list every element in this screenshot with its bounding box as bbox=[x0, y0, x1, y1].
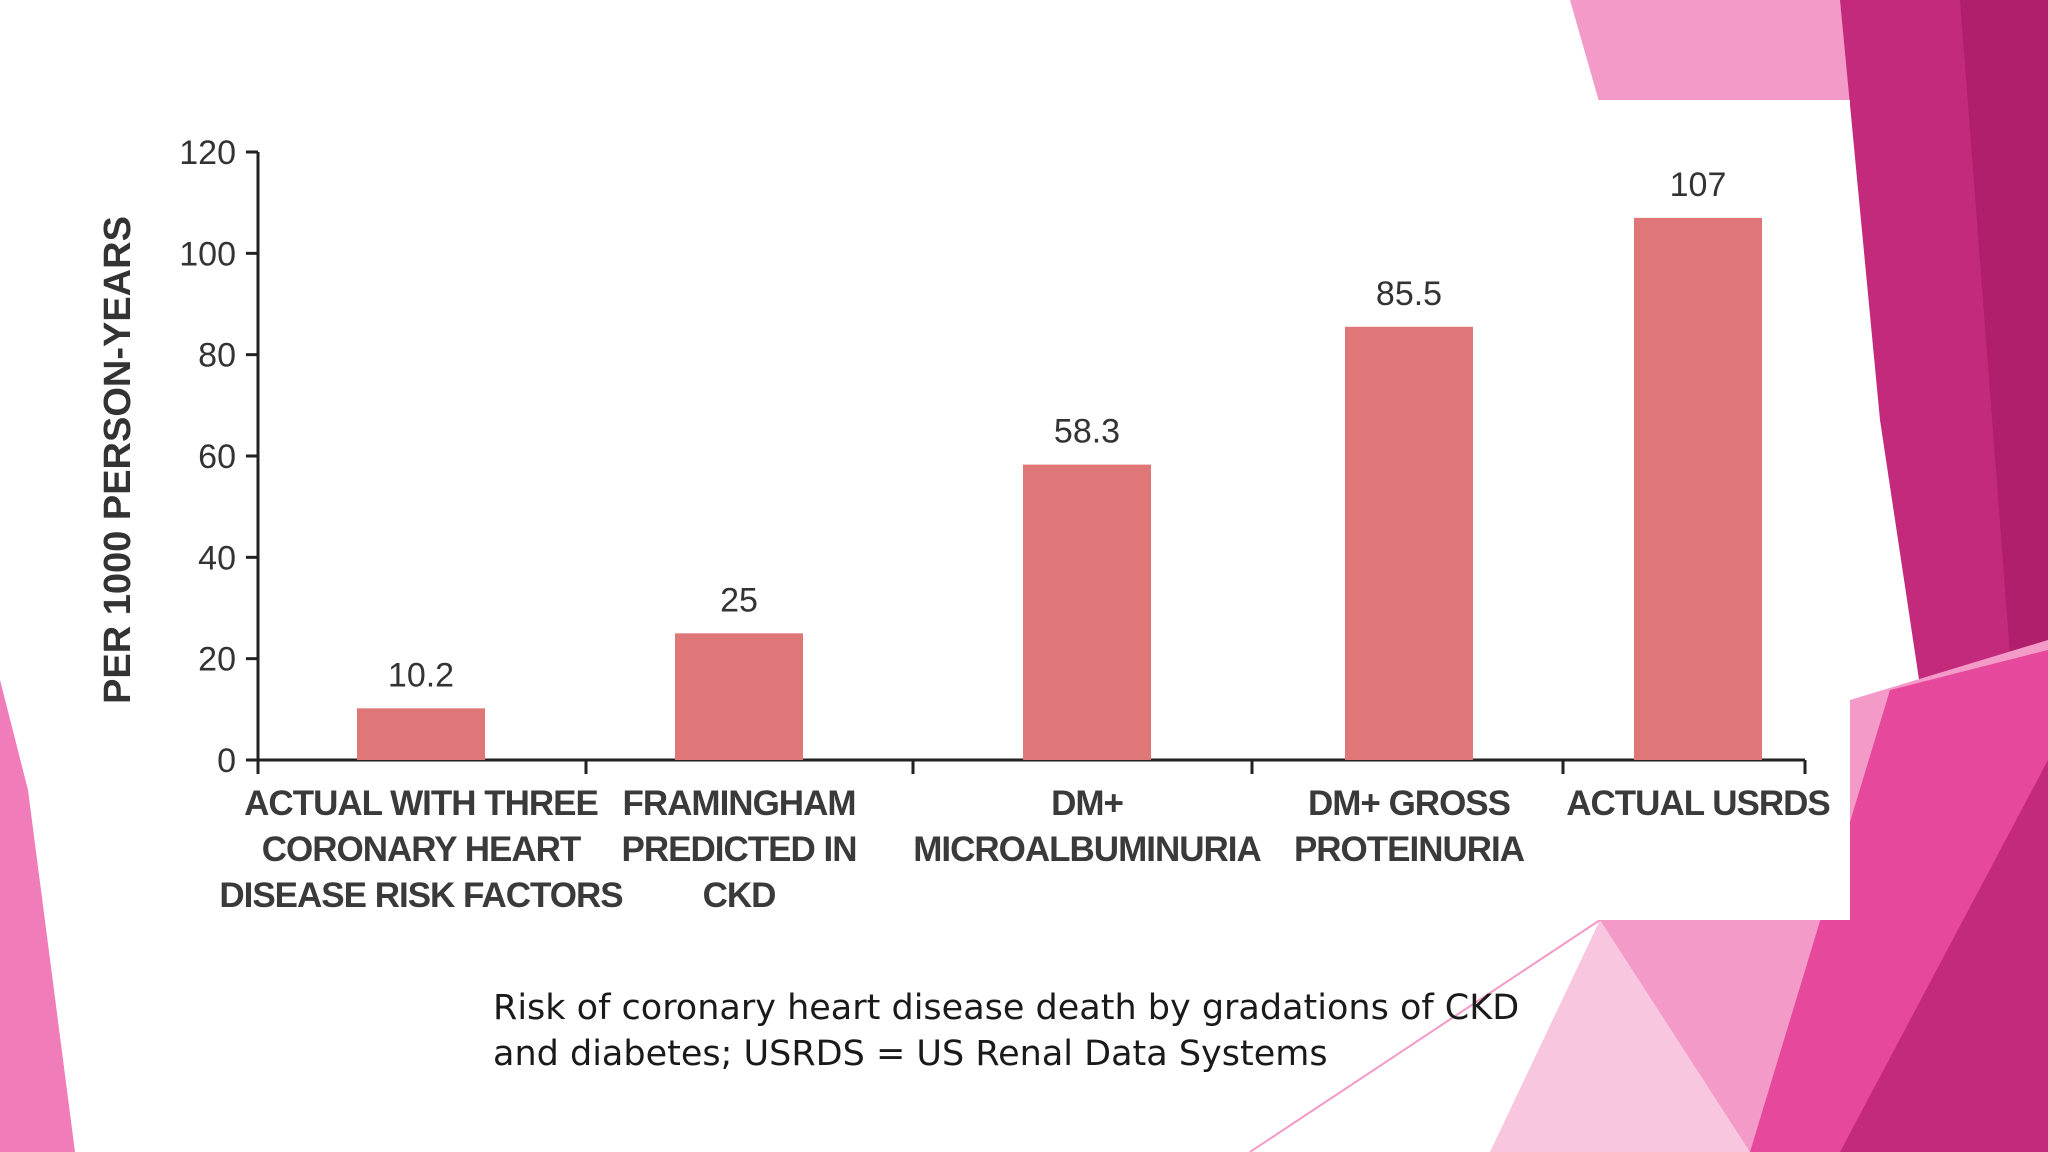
bar-value-label: 107 bbox=[1670, 166, 1727, 204]
caption-line-1: Risk of coronary heart disease death by … bbox=[493, 988, 1520, 1028]
caption: Risk of coronary heart disease death by … bbox=[493, 985, 1593, 1077]
category-label: ACTUAL WITH THREE bbox=[244, 784, 598, 823]
y-axis: 0 20 40 60 80 100 120 bbox=[179, 134, 260, 780]
bar bbox=[1634, 217, 1762, 760]
category-label: CKD bbox=[703, 876, 776, 915]
bar-value-label: 58.3 bbox=[1054, 413, 1120, 451]
y-tick-label: 120 bbox=[179, 134, 236, 172]
bar bbox=[1023, 464, 1151, 760]
category-label: CORONARY HEART bbox=[262, 830, 581, 869]
caption-line-2: and diabetes; USRDS = US Renal Data Syst… bbox=[493, 1034, 1328, 1074]
bar bbox=[1345, 326, 1473, 760]
bars bbox=[357, 217, 1762, 760]
category-label: DM+ bbox=[1051, 784, 1123, 823]
value-labels: 10.2 25 58.3 85.5 107 bbox=[388, 166, 1726, 694]
y-tick-label: 20 bbox=[198, 641, 236, 679]
category-label: FRAMINGHAM bbox=[622, 784, 855, 823]
y-tick-label: 100 bbox=[179, 235, 236, 273]
bar-value-label: 25 bbox=[720, 581, 758, 619]
bar-chart: 0 20 40 60 80 100 120 10.2 25 58.3 85.5 107 ACTUAL… bbox=[97, 134, 1831, 915]
y-tick-label: 40 bbox=[198, 539, 236, 577]
category-label: DISEASE RISK FACTORS bbox=[219, 876, 622, 915]
bar-value-label: 85.5 bbox=[1376, 275, 1442, 313]
category-label: PREDICTED IN bbox=[622, 830, 857, 869]
bar-value-label: 10.2 bbox=[388, 656, 454, 694]
category-label: MICROALBUMINURIA bbox=[913, 830, 1261, 869]
category-label: ACTUAL USRDS bbox=[1566, 784, 1829, 823]
pink-facet-left bbox=[0, 680, 75, 1152]
category-labels: ACTUAL WITH THREE CORONARY HEART DISEASE R… bbox=[219, 784, 1830, 915]
y-axis-label: PER 1000 PERSON-YEARS bbox=[97, 216, 139, 704]
y-tick-label: 0 bbox=[217, 742, 236, 780]
y-tick-label: 60 bbox=[198, 438, 236, 476]
pink-facet-top bbox=[1570, 0, 1850, 105]
y-tick-label: 80 bbox=[198, 337, 236, 375]
category-label: DM+ GROSS bbox=[1308, 784, 1510, 823]
pale-facet-bottom bbox=[1490, 920, 1750, 1152]
x-axis bbox=[256, 758, 1807, 774]
thin-diagonal-line bbox=[1249, 919, 1601, 1152]
category-label: PROTEINURIA bbox=[1294, 830, 1525, 869]
magenta-facet-bottom bbox=[1840, 760, 2048, 1152]
chart-panel: 0 20 40 60 80 100 120 10.2 25 58.3 85.5 107 ACTUAL… bbox=[90, 100, 1850, 920]
bar bbox=[675, 633, 803, 760]
bar bbox=[357, 708, 485, 760]
